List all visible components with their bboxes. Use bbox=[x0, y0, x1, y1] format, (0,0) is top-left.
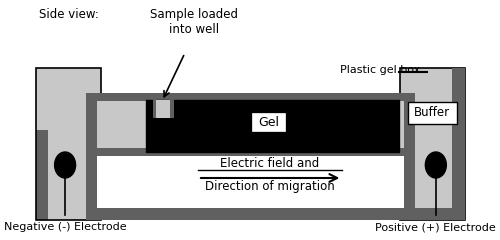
Text: Sample loaded
into well: Sample loaded into well bbox=[150, 8, 238, 36]
Text: Plastic gel box: Plastic gel box bbox=[340, 65, 420, 75]
Bar bbox=[404, 93, 415, 155]
Bar bbox=[86, 155, 97, 220]
Bar bbox=[36, 68, 48, 220]
Bar bbox=[252, 113, 286, 131]
Bar bbox=[36, 208, 96, 220]
Bar bbox=[154, 100, 170, 118]
Bar bbox=[404, 155, 415, 220]
Bar bbox=[36, 68, 101, 130]
Text: Positive (+) Electrode: Positive (+) Electrode bbox=[376, 222, 496, 232]
Bar bbox=[86, 93, 415, 155]
Bar bbox=[400, 128, 411, 220]
Bar bbox=[86, 155, 415, 220]
Bar bbox=[86, 128, 98, 220]
Text: Direction of migration: Direction of migration bbox=[205, 180, 334, 193]
Text: Buffer: Buffer bbox=[414, 107, 450, 120]
Bar bbox=[170, 98, 173, 118]
Bar bbox=[400, 68, 464, 220]
Text: Side view:: Side view: bbox=[39, 8, 98, 21]
Ellipse shape bbox=[426, 152, 446, 178]
Bar bbox=[86, 208, 415, 220]
Bar bbox=[400, 68, 464, 220]
Bar bbox=[48, 68, 86, 220]
Bar bbox=[152, 98, 156, 118]
Text: Gel: Gel bbox=[258, 115, 280, 128]
Bar bbox=[408, 102, 457, 124]
Bar bbox=[86, 148, 415, 156]
Bar bbox=[146, 100, 399, 152]
Bar bbox=[36, 68, 101, 220]
Bar bbox=[96, 155, 405, 208]
Bar bbox=[400, 208, 464, 220]
Bar bbox=[86, 93, 415, 101]
Ellipse shape bbox=[54, 152, 76, 178]
Text: Negative (-) Electrode: Negative (-) Electrode bbox=[4, 222, 126, 232]
Bar bbox=[452, 68, 464, 220]
Text: Electric field and: Electric field and bbox=[220, 157, 320, 170]
Bar bbox=[86, 93, 97, 155]
Bar bbox=[86, 130, 97, 220]
